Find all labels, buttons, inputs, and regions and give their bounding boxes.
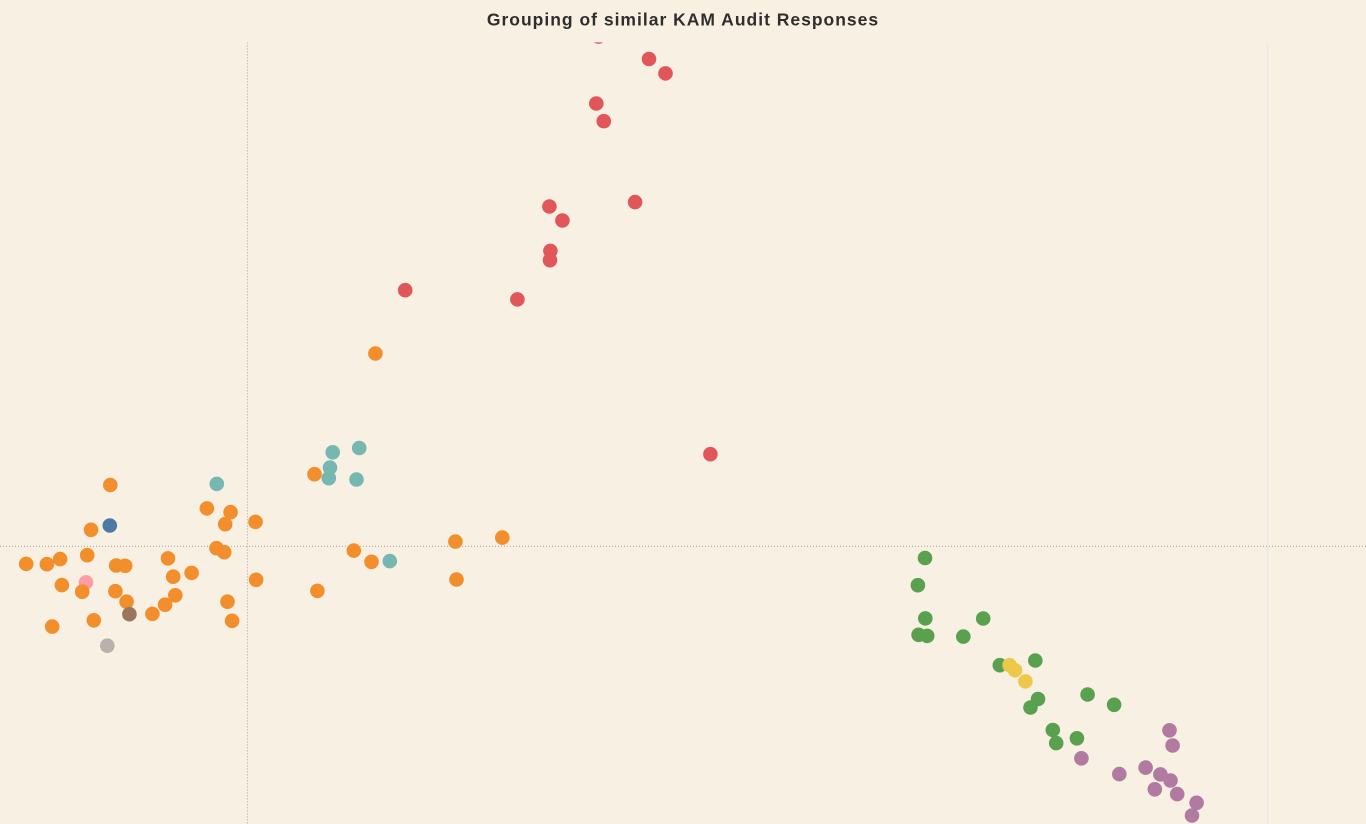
svg-text:Grouping of similar KAM Audit: Grouping of similar KAM Audit Responses — [487, 10, 879, 30]
